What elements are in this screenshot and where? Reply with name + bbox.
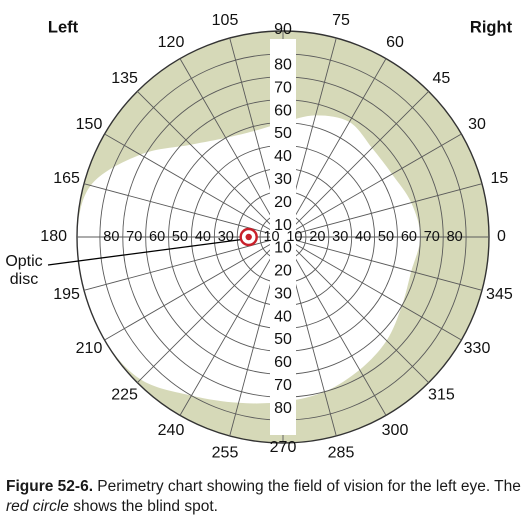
meridian-label-105: 105 bbox=[212, 12, 239, 29]
ring-label-right-30: 30 bbox=[332, 229, 348, 245]
meridian-195 bbox=[83, 239, 274, 291]
ring-label-down-60: 60 bbox=[274, 354, 292, 371]
meridian-label-345: 345 bbox=[486, 286, 513, 303]
ring-label-right-20: 20 bbox=[309, 229, 325, 245]
right-eye-label: Right bbox=[470, 18, 513, 36]
meridian-label-135: 135 bbox=[111, 70, 138, 87]
ring-label-left-50: 50 bbox=[172, 229, 188, 245]
meridian-210 bbox=[104, 241, 275, 341]
caption-emphasis: red circle bbox=[6, 498, 69, 515]
figure-caption: Figure 52-6. Perimetry chart showing the… bbox=[6, 477, 526, 517]
meridian-label-300: 300 bbox=[382, 422, 409, 439]
optic-disc-label: Optic disc bbox=[5, 253, 42, 288]
ring-label-left-70: 70 bbox=[126, 229, 142, 245]
ring-label-up-70: 70 bbox=[274, 79, 292, 96]
meridian-165 bbox=[83, 183, 274, 235]
meridian-15 bbox=[292, 183, 483, 235]
ring-label-right-40: 40 bbox=[355, 229, 371, 245]
ring-label-background bbox=[270, 39, 296, 435]
meridian-330 bbox=[291, 241, 462, 341]
optic-disc-leader-line bbox=[47, 238, 246, 266]
meridian-label-165: 165 bbox=[53, 170, 80, 187]
ring-label-down-30: 30 bbox=[274, 285, 292, 302]
meridian-label-330: 330 bbox=[464, 340, 491, 357]
meridian-345 bbox=[292, 239, 483, 291]
meridian-label-150: 150 bbox=[76, 116, 103, 133]
caption-text-after: shows the blind spot. bbox=[68, 498, 218, 515]
meridian-label-75: 75 bbox=[332, 12, 350, 29]
meridian-300 bbox=[287, 245, 387, 416]
ring-label-up-50: 50 bbox=[274, 125, 292, 142]
ring-label-right-70: 70 bbox=[424, 229, 440, 245]
meridian-label-240: 240 bbox=[158, 422, 185, 439]
ring-label-up-80: 80 bbox=[274, 57, 292, 74]
perimetry-chart: 1010101020202020303030304040404050505050… bbox=[5, 12, 513, 462]
ring-label-left-10: 10 bbox=[263, 229, 279, 245]
caption-text-before: Perimetry chart showing the field of vis… bbox=[93, 478, 521, 495]
meridian-label-195: 195 bbox=[53, 286, 80, 303]
meridian-label-15: 15 bbox=[491, 170, 509, 187]
ring-label-left-60: 60 bbox=[149, 229, 165, 245]
ring-label-up-10: 10 bbox=[274, 217, 292, 234]
ring-label-down-50: 50 bbox=[274, 331, 292, 348]
ring-label-up-20: 20 bbox=[274, 194, 292, 211]
chart-labels: 1010101020202020303030304040404050505050… bbox=[40, 12, 513, 462]
meridian-label-180: 180 bbox=[40, 228, 67, 245]
meridian-label-45: 45 bbox=[433, 70, 451, 87]
ring-label-up-40: 40 bbox=[274, 148, 292, 165]
meridian-label-270: 270 bbox=[270, 439, 297, 456]
ring-label-down-10: 10 bbox=[274, 240, 292, 257]
meridian-label-30: 30 bbox=[468, 116, 486, 133]
meridian-label-315: 315 bbox=[428, 387, 455, 404]
meridian-60 bbox=[287, 58, 387, 229]
meridian-label-0: 0 bbox=[497, 228, 506, 245]
ring-label-down-20: 20 bbox=[274, 263, 292, 280]
ring-label-down-80: 80 bbox=[274, 400, 292, 417]
meridian-label-90: 90 bbox=[274, 21, 292, 38]
ring-label-left-80: 80 bbox=[103, 229, 119, 245]
meridian-315 bbox=[289, 243, 430, 384]
ring-label-right-60: 60 bbox=[401, 229, 417, 245]
ring-label-up-30: 30 bbox=[274, 171, 292, 188]
left-eye-label: Left bbox=[48, 18, 79, 36]
meridian-120 bbox=[179, 58, 279, 229]
ring-label-left-40: 40 bbox=[195, 229, 211, 245]
meridian-30 bbox=[291, 133, 462, 233]
meridian-label-120: 120 bbox=[158, 34, 185, 51]
meridian-label-210: 210 bbox=[76, 340, 103, 357]
ring-label-down-40: 40 bbox=[274, 308, 292, 325]
meridian-label-60: 60 bbox=[386, 34, 404, 51]
ring-label-right-50: 50 bbox=[378, 229, 394, 245]
meridian-135 bbox=[136, 90, 277, 231]
meridian-150 bbox=[104, 133, 275, 233]
meridian-label-285: 285 bbox=[328, 445, 355, 462]
meridian-label-255: 255 bbox=[212, 445, 239, 462]
meridian-240 bbox=[179, 245, 279, 416]
ring-label-down-70: 70 bbox=[274, 377, 292, 394]
meridian-225 bbox=[136, 243, 277, 384]
caption-label: Figure 52-6. bbox=[6, 478, 93, 495]
ring-label-up-60: 60 bbox=[274, 102, 292, 119]
meridian-label-225: 225 bbox=[111, 387, 138, 404]
blind-spot-group: Optic disc bbox=[5, 227, 258, 288]
ring-label-right-80: 80 bbox=[447, 229, 463, 245]
blind-spot-dot bbox=[245, 233, 252, 241]
ring-label-right-10: 10 bbox=[286, 229, 302, 245]
meridian-45 bbox=[289, 90, 430, 231]
